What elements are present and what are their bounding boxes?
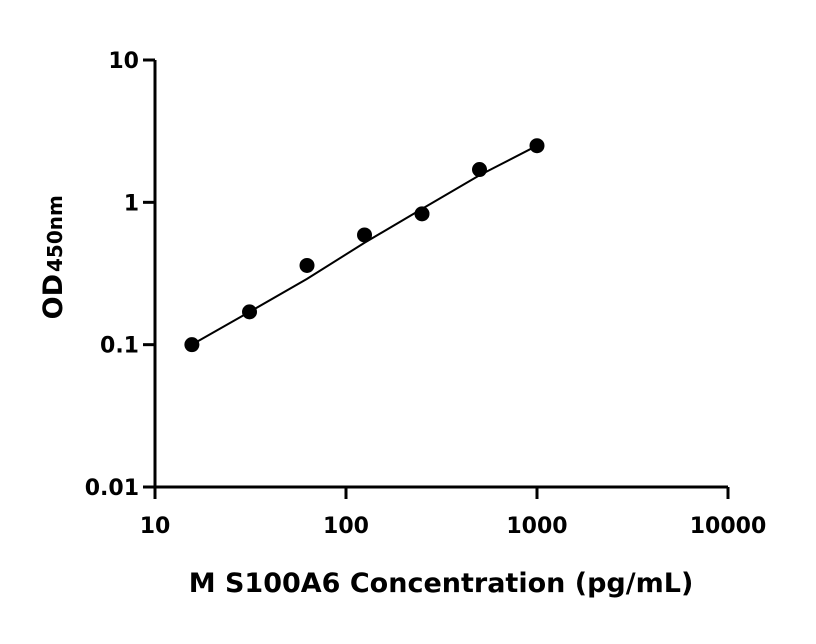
y-tick-label: 1: [124, 191, 139, 216]
data-point: [184, 337, 200, 353]
data-point: [529, 138, 545, 154]
data-point: [472, 162, 488, 178]
x-tick-label: 10000: [690, 514, 767, 539]
data-point: [299, 257, 315, 273]
y-axis-title-group: OD 450nm: [38, 195, 69, 319]
x-tick-label: 10: [140, 514, 171, 539]
data-point: [357, 227, 373, 243]
y-axis-title: OD: [38, 274, 69, 319]
data-point: [242, 304, 258, 320]
x-tick-label: 100: [323, 514, 369, 539]
data-point: [414, 206, 430, 222]
x-tick-label: 1000: [506, 514, 567, 539]
x-axis-title: M S100A6 Concentration (pg/mL): [189, 568, 694, 599]
y-axis-title-sub: 450nm: [43, 195, 67, 272]
y-tick-label: 10: [108, 49, 139, 74]
y-tick-label: 0.1: [100, 334, 139, 359]
y-tick-label: 0.01: [85, 476, 139, 501]
